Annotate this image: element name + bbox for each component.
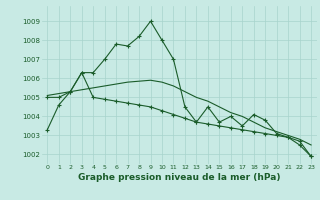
X-axis label: Graphe pression niveau de la mer (hPa): Graphe pression niveau de la mer (hPa) [78, 173, 280, 182]
